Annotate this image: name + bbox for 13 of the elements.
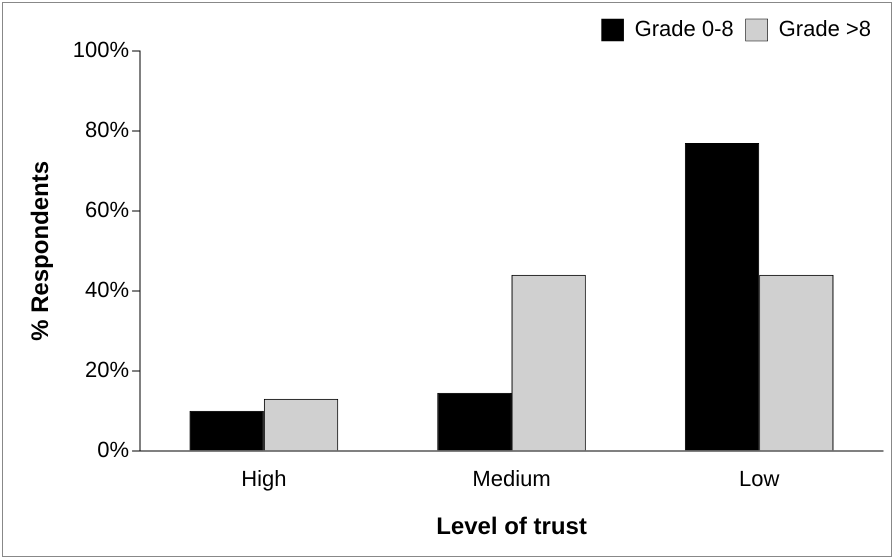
x-tick-label: High	[241, 466, 287, 492]
y-axis-title: % Respondents	[27, 160, 54, 341]
y-tick-label: 40%	[85, 276, 130, 302]
legend-label: Grade 0-8	[634, 16, 734, 42]
y-tick-label: 60%	[85, 196, 130, 222]
y-tick-label: 100%	[72, 37, 130, 62]
x-axis-title: Level of trust	[436, 513, 587, 540]
y-tick-label: 80%	[85, 117, 130, 142]
y-tick-label: 20%	[85, 356, 130, 382]
legend-label: Grade >8	[778, 16, 872, 42]
x-tick-label: Medium	[472, 466, 551, 492]
y-tick-label: 0%	[97, 436, 130, 462]
x-tick-label: Low	[739, 466, 780, 492]
